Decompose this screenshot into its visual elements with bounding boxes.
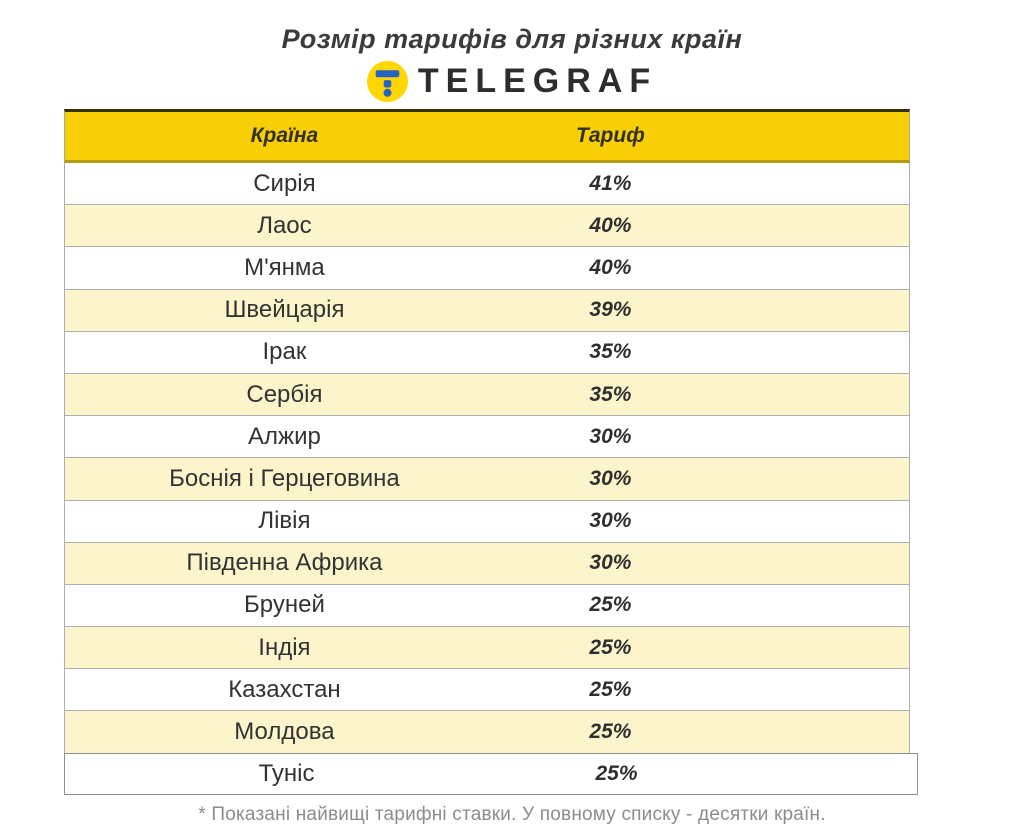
table-row: Молдова 25% xyxy=(64,711,910,754)
cell-tariff: 25% xyxy=(589,720,632,744)
cell-country: Лівія xyxy=(258,507,311,535)
table-row: М'янма 40% xyxy=(64,247,910,290)
header-tariff: Тариф xyxy=(576,124,645,147)
brand-name: TELEGRAF xyxy=(417,61,658,100)
cell-tariff: 35% xyxy=(589,382,632,406)
cell-tariff: 41% xyxy=(589,171,632,195)
cell-country: Лаос xyxy=(257,211,312,239)
cell-country: Південна Африка xyxy=(186,549,383,577)
footnote: * Показані найвищі тарифні ставки. У пов… xyxy=(198,803,826,825)
table-body: Сирія 41% Лаос 40% М'янма 40% Швейцарія … xyxy=(64,163,918,795)
cell-tariff: 30% xyxy=(589,509,632,533)
table-row: Ірак 35% xyxy=(64,331,910,374)
cell-country: Туніс xyxy=(258,759,315,787)
cell-tariff: 40% xyxy=(589,255,632,279)
cell-tariff: 40% xyxy=(589,213,632,237)
cell-country: Швейцарія xyxy=(224,296,345,324)
cell-tariff: 25% xyxy=(589,635,632,659)
table-row: Індія 25% xyxy=(64,627,910,670)
cell-country: Казахстан xyxy=(228,675,341,703)
brand-logo: TELEGRAF xyxy=(0,59,1024,103)
cell-tariff: 39% xyxy=(589,298,632,322)
table-row: Південна Африка 30% xyxy=(64,542,910,585)
cell-tariff: 30% xyxy=(589,424,632,448)
page-title: Розмір тарифів для різних країн xyxy=(281,24,743,54)
table-row: Туніс 25% xyxy=(64,752,918,795)
cell-country: Алжир xyxy=(248,422,321,450)
cell-country: Сирія xyxy=(253,169,316,197)
cell-tariff: 25% xyxy=(589,677,632,701)
cell-tariff: 25% xyxy=(595,761,638,785)
cell-country: Боснія і Герцеговина xyxy=(169,464,400,492)
header-country: Країна xyxy=(250,124,319,147)
table-header-row: Країна Тариф xyxy=(64,109,910,163)
table-row: Бруней 25% xyxy=(64,584,910,628)
tariff-table: Країна Тариф Сирія 41% Лаос 40% М'янма 4… xyxy=(64,109,918,795)
cell-country: Молдова xyxy=(234,718,335,746)
cell-country: Бруней xyxy=(244,591,325,619)
table-row: Алжир 30% xyxy=(64,416,910,459)
cell-country: Ірак xyxy=(262,338,307,366)
cell-tariff: 30% xyxy=(589,551,632,575)
titlebar: Розмір тарифів для різних країн TELEGRAF xyxy=(0,0,1024,103)
table-row: Лівія 30% xyxy=(64,500,910,543)
table-row: Сирія 41% xyxy=(64,163,910,206)
cell-country: Сербія xyxy=(246,380,323,408)
cell-tariff: 35% xyxy=(589,340,632,364)
telegraf-icon xyxy=(366,60,408,102)
table-row: Сербія 35% xyxy=(64,373,910,417)
table-row: Казахстан 25% xyxy=(64,669,910,712)
table-row: Лаос 40% xyxy=(64,205,910,248)
table-row: Боснія і Герцеговина 30% xyxy=(64,458,910,501)
cell-tariff: 30% xyxy=(589,466,632,490)
cell-country: Індія xyxy=(258,633,311,661)
table-row: Швейцарія 39% xyxy=(64,289,910,332)
cell-country: М'янма xyxy=(244,253,325,281)
cell-tariff: 25% xyxy=(589,593,632,617)
